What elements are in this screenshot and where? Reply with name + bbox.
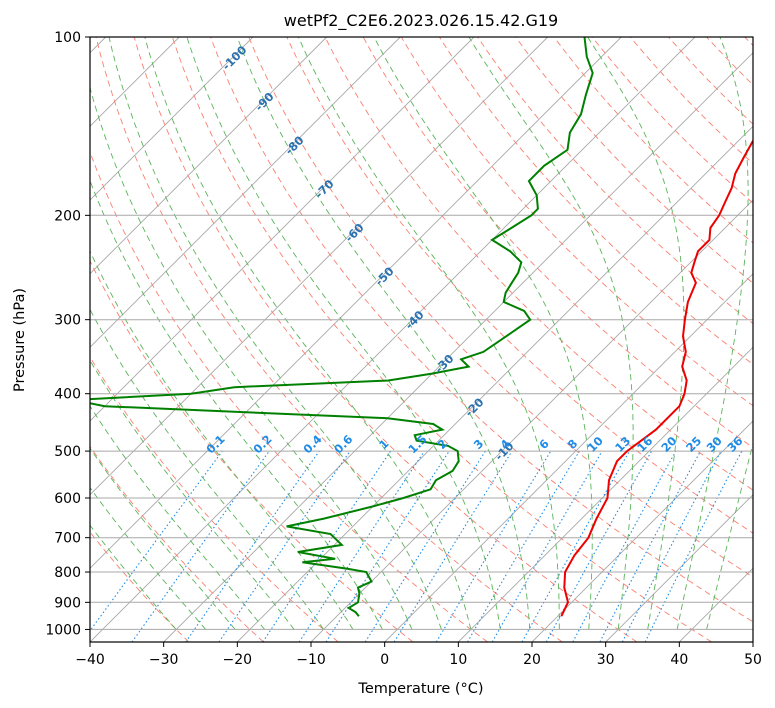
moist-adiabat-line [587,37,685,630]
mixing-ratio-line [393,450,513,642]
dry-adiabat-line [90,445,264,642]
y-tick-label: 900 [54,595,81,611]
moist-adiabat-line [706,441,753,630]
y-tick-label: 600 [54,491,81,507]
isotherm-line [384,273,753,642]
dry-adiabat-line [95,37,563,642]
x-tick-label: −40 [75,652,105,668]
moist-adiabat-line [90,524,177,630]
y-tick-label: 800 [54,565,81,581]
x-tick-label: −20 [223,652,253,668]
dry-adiabat-line [133,37,638,642]
mixing-ratio-line [572,450,677,642]
moist-adiabat-line [144,37,472,630]
moist-adiabat-line [297,37,560,630]
dry-adiabat-line [362,37,753,449]
mixing-ratio-line [435,450,552,642]
mixing-ratio-line [364,450,486,642]
x-tick-label: 50 [744,652,762,668]
dry-adiabat-line [629,37,753,165]
dry-adiabat-line [171,37,712,642]
x-tick-label: −10 [296,652,326,668]
moist-adiabat-line [373,37,593,630]
mixing-ratio-line [325,450,450,642]
isotherm-line [90,37,622,569]
isotherm-line [90,37,328,275]
plot-frame [89,36,754,643]
dewpoint-line [90,37,594,617]
moist-adiabat-line [90,250,354,630]
moist-adiabat-line [90,359,295,630]
mixing-ratio-line [491,450,603,642]
isotherm-line [163,52,753,642]
isotherm-line [457,346,753,642]
x-tick-label: 40 [670,652,688,668]
y-tick-label: 500 [54,444,81,460]
x-tick-label: −30 [149,652,179,668]
x-tick-label: 30 [597,652,615,668]
dry-adiabat-line [400,37,753,407]
moist-adiabat-line [90,86,413,630]
moist-adiabat-line [90,405,265,630]
dry-adiabat-line [90,259,414,642]
moist-adiabat-line [468,37,634,630]
moist-adiabat-line [108,37,442,630]
y-tick-label: 100 [54,30,81,46]
dry-adiabat-line [210,37,753,623]
temperature-line [560,139,753,617]
x-axis-title: Temperature (°C) [357,681,483,697]
y-tick-label: 200 [54,208,81,224]
pressure-gridlines [90,37,753,630]
moist-adiabat-line [676,37,749,630]
moist-adiabat-line [90,447,236,630]
mixing-ratio-line [467,450,580,642]
y-axis: 100 200 300 400 500 600 700 800 900 1000 [45,30,90,638]
y-tick-label: 1000 [45,622,81,638]
mixing-ratio-line [90,450,223,632]
profile-lines [90,37,753,617]
x-tick-label: 10 [449,652,467,668]
isotherm-line [90,37,254,201]
chart-title: wetPf2_C2E6.2023.026.15.42.G19 [284,11,558,31]
isotherm-line [605,494,753,642]
isotherm-line [531,420,753,642]
y-tick-label: 700 [54,531,81,547]
x-tick-label: 20 [523,652,541,668]
moist-adiabat-line [90,308,324,630]
isotherm-line [90,37,549,496]
isotherm-line [90,37,401,348]
background-lines [90,37,753,642]
mixing-ratio-line [185,450,320,642]
dry-adiabat-line [591,37,753,204]
x-tick-label: 0 [380,652,389,668]
isotherm-line [90,37,475,422]
moist-adiabat-line [236,37,531,630]
mixing-ratio-line [521,450,630,642]
y-axis-title: Pressure (hPa) [12,288,28,392]
moist-adiabat-line [90,486,207,630]
x-axis: −40 −30 −20 −10 0 10 20 30 40 50 [75,642,762,668]
dry-adiabat-line [515,37,753,284]
mixing-ratio-line [218,450,351,642]
dry-adiabat-line [477,37,753,325]
dry-adiabat-line [248,37,753,578]
y-tick-label: 300 [54,313,81,329]
moist-adiabat-line [186,37,501,630]
y-tick-label: 400 [54,387,81,403]
mixing-ratio-line [131,450,270,642]
